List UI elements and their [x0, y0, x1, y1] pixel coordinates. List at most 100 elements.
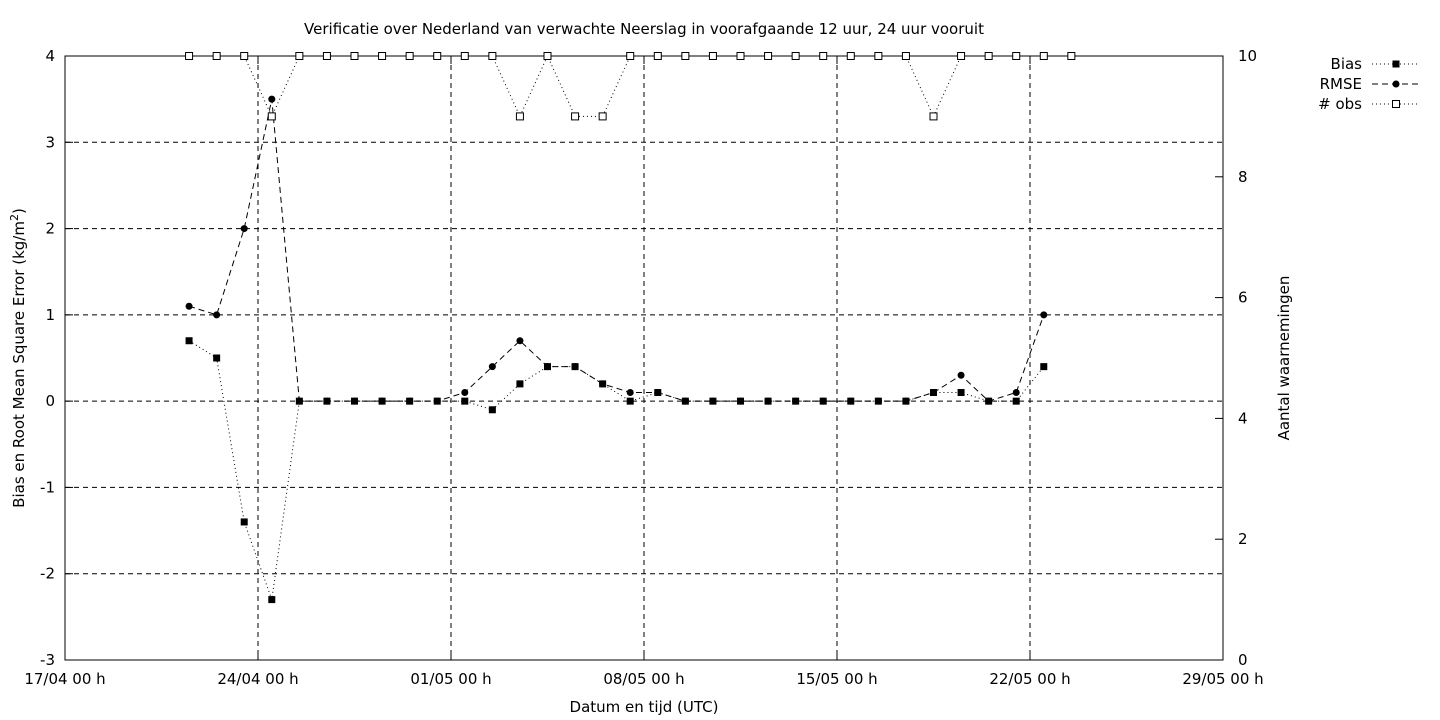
series-obs-point	[901, 52, 910, 60]
series-bias-point	[516, 380, 524, 388]
series-obs-point	[681, 52, 690, 60]
series-obs-point	[819, 52, 828, 60]
series-bias-point	[213, 354, 221, 362]
y-axis-label-superscript: 2	[8, 214, 21, 221]
series-rmse-point	[709, 397, 717, 405]
y-axis-label-main: Bias en Root Mean Square Error (kg/m	[10, 221, 28, 508]
x-tick-label: 17/04 00 h	[24, 670, 105, 688]
series-obs-point	[598, 112, 607, 121]
y-tick-label: -1	[40, 478, 55, 496]
series-rmse-point	[571, 363, 579, 371]
series-obs-point	[1039, 52, 1048, 60]
series-obs-point	[791, 52, 800, 60]
series-bias	[185, 337, 1048, 604]
series-obs-point	[846, 52, 855, 60]
series-rmse-point	[764, 397, 772, 405]
series-bias-point	[240, 518, 248, 526]
series-rmse-point	[737, 397, 744, 405]
series-rmse-point	[544, 363, 551, 371]
series-rmse-point	[1012, 389, 1020, 397]
series-rmse-point	[433, 397, 441, 405]
series-rmse-point	[461, 389, 469, 397]
series-rmse-point	[957, 371, 965, 379]
x-tick-label: 08/05 00 h	[603, 670, 684, 688]
legend-marker	[1392, 60, 1400, 68]
series-obs-point	[736, 52, 745, 60]
series-obs-point	[295, 52, 304, 60]
legend-entry-bias: Bias	[1331, 55, 1420, 73]
series-obs-point	[240, 52, 249, 60]
series-obs-point	[460, 52, 469, 60]
series-rmse-point	[902, 397, 910, 405]
y2-tick-label: 6	[1238, 289, 1248, 307]
series-obs-point	[212, 52, 221, 60]
legend: Bias RMSE # obs	[1318, 55, 1420, 113]
series-obs-point	[571, 112, 580, 121]
series-obs-point	[378, 52, 387, 60]
y-axis-label-end: )	[10, 208, 28, 214]
series-obs-point	[350, 52, 359, 60]
series-rmse-point	[240, 225, 248, 233]
legend-entry-rmse: RMSE	[1320, 75, 1420, 93]
series-rmse-point	[1040, 311, 1048, 319]
series-rmse-point	[985, 397, 993, 405]
axis-ticks	[64, 55, 1224, 661]
series-rmse-point	[792, 397, 800, 405]
series-bias-point	[268, 596, 276, 604]
y-axis-tick-labels: -3 -2 -1 0 1 2 3 4	[40, 47, 55, 669]
legend-label: Bias	[1331, 55, 1363, 73]
legend-label: # obs	[1318, 95, 1362, 113]
series-rmse-point	[406, 397, 414, 405]
series-rmse-point	[626, 389, 634, 397]
series-bias-point	[461, 397, 469, 405]
series-bias-point	[1012, 397, 1020, 405]
y-tick-label: -2	[40, 565, 55, 583]
y2-tick-label: 2	[1238, 530, 1248, 548]
y-tick-label: 1	[45, 306, 55, 324]
series-obs-line	[189, 54, 1072, 118]
legend-marker	[1392, 100, 1400, 108]
series-bias-point	[488, 406, 496, 414]
series-rmse-point	[351, 397, 358, 405]
y2-tick-label: 8	[1238, 168, 1248, 186]
series-rmse-point	[599, 380, 607, 388]
series-obs-point	[1067, 52, 1076, 60]
series-bias-point	[185, 337, 193, 345]
series-rmse-point	[378, 397, 386, 405]
series-obs-point	[322, 52, 331, 60]
series-rmse-point	[185, 302, 193, 310]
series-obs	[185, 52, 1076, 121]
series-rmse-point	[654, 389, 662, 397]
y-tick-label: 0	[45, 392, 55, 410]
x-tick-label: 01/05 00 h	[410, 670, 491, 688]
series-rmse-point	[516, 337, 524, 345]
y2-tick-label: 0	[1238, 651, 1248, 669]
series-rmse-point	[323, 397, 331, 405]
grid	[65, 56, 1223, 660]
legend-entry-obs: # obs	[1318, 95, 1420, 113]
y2-tick-label: 4	[1238, 409, 1248, 427]
y2-axis-label: Aantal waarnemingen	[1275, 276, 1293, 441]
series-rmse-point	[874, 397, 882, 405]
x-tick-label: 15/05 00 h	[796, 670, 877, 688]
series-bias-point	[626, 397, 634, 405]
series-rmse-point	[681, 397, 689, 405]
series-rmse-point	[819, 397, 827, 405]
y-tick-label: 2	[45, 220, 55, 238]
series-rmse-line	[188, 99, 1045, 402]
y-tick-label: 3	[45, 133, 55, 151]
y2-axis-tick-labels: 0 2 4 6 8 10	[1238, 47, 1257, 669]
series-obs-point	[764, 52, 773, 60]
series-obs-point	[874, 52, 883, 60]
series-obs-point	[515, 112, 524, 121]
series-rmse-point	[213, 311, 221, 319]
series-obs-point	[1012, 52, 1021, 60]
series-rmse	[185, 95, 1048, 405]
series-rmse-point	[295, 397, 303, 405]
series-obs-point	[267, 112, 276, 121]
series-obs-point	[626, 52, 635, 60]
legend-label: RMSE	[1320, 75, 1362, 93]
y2-tick-label: 10	[1238, 47, 1257, 65]
y-tick-label: 4	[45, 47, 55, 65]
